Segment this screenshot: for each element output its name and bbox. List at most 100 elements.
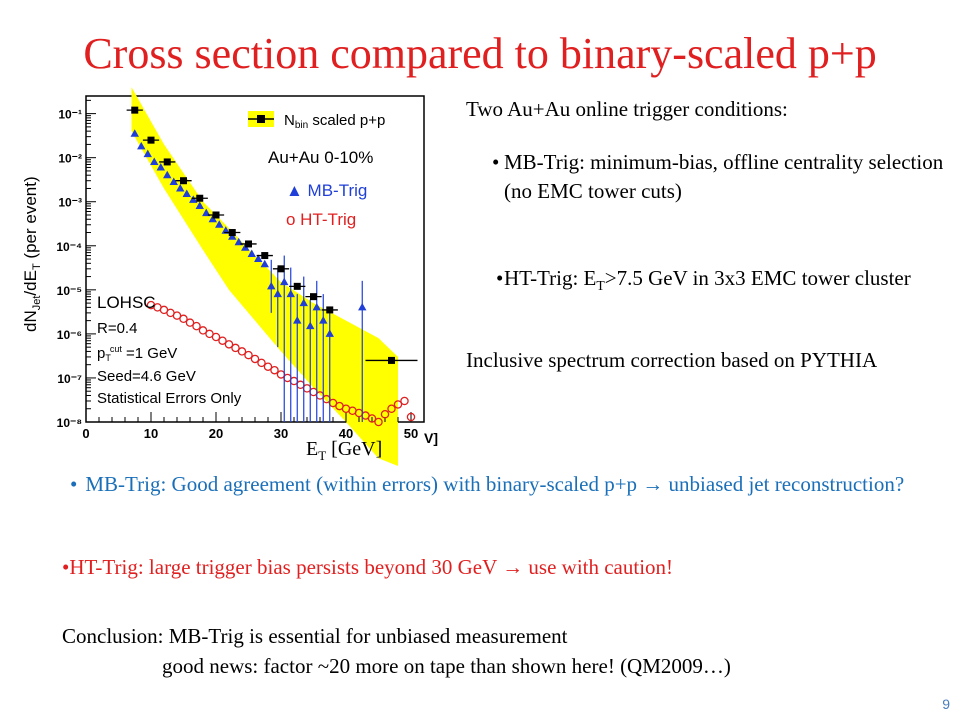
mb-trig-point: [299, 298, 308, 307]
mb-trig-point: [156, 162, 165, 171]
ht-trig-point: [231, 343, 240, 353]
pp-point: [228, 229, 236, 237]
mb-trig-point: [312, 302, 321, 311]
pp-point: [196, 194, 204, 202]
mb-trig-point: [195, 201, 204, 209]
mb-trig-point: [267, 281, 276, 290]
pp-uncertainty-band: [131, 87, 398, 467]
bullet-ht-sub: T: [596, 278, 605, 294]
bullet-ht-part-b: >7.5 GeV in 3x3 EMC tower cluster: [604, 266, 911, 290]
legend-pp-label: Nbin scaled p+p: [284, 112, 385, 131]
ylabel-part-a: dN: [21, 310, 40, 332]
mb-trig-point: [208, 214, 217, 223]
mb-trig-point: [163, 170, 172, 179]
ht-trig-point: [224, 340, 234, 349]
x-tick-label: 40: [339, 426, 353, 441]
pp-point: [277, 265, 285, 273]
y-tick-label: 10⁻⁷: [57, 372, 82, 386]
ht-trig-point: [367, 414, 377, 423]
x-tick-label: 0: [82, 426, 89, 441]
conclusion-line-2: good news: factor ~20 more on tape than …: [162, 654, 731, 678]
ht-trig-point: [400, 396, 409, 406]
mb-trig-point: [215, 220, 224, 228]
xlabel-main: E: [306, 438, 319, 460]
mb-trig-point: [280, 277, 289, 286]
chart-annotations: LOHSC R=0.4 pTcut =1 GeV Seed=4.6 GeV St…: [97, 293, 242, 407]
mb-trig-point: [137, 141, 146, 150]
pp-point: [245, 240, 252, 248]
y-tick-label: 10⁻⁶: [57, 328, 82, 342]
mb-trig-point: [150, 157, 159, 165]
annotation-seed: Seed=4.6 GeV: [97, 368, 196, 385]
legend-ht-label: o HT-Trig: [286, 210, 356, 229]
pp-point: [293, 282, 301, 290]
ht-trig-point: [218, 336, 227, 345]
ylabel-part-c: (per event): [21, 176, 40, 263]
xlabel-units: [GeV]: [326, 438, 383, 460]
y-tick-label: 10⁻¹: [58, 108, 82, 122]
mb-conclusion-line: • MB-Trig: Good agreement (within errors)…: [62, 470, 942, 499]
mb-trig-point: [130, 129, 139, 137]
mb-trig-point: [143, 149, 152, 158]
svg-text:dNJet/dET (per event): dNJet/dET (per event): [21, 176, 43, 332]
mb-trig-point: [306, 321, 315, 330]
mb-trig-point: [176, 183, 185, 192]
ht-trig-point: [406, 412, 416, 422]
mb-trig-point: [293, 316, 302, 324]
ht-trig-point: [237, 347, 247, 356]
x-axis-label: ET [GeV]: [306, 438, 382, 464]
ht-trig-point: [374, 417, 383, 427]
y-tick-label: 10⁻⁴: [56, 240, 82, 254]
x-tick-label: 20: [209, 426, 223, 441]
mb-trig-point: [169, 177, 178, 186]
right-text-panel: Two Au+Au online trigger conditions:: [466, 96, 946, 122]
annotation-errors: Statistical Errors Only: [97, 390, 242, 407]
annotation-ptcut: pTcut =1 GeV: [97, 344, 177, 363]
mb-trig-point: [228, 232, 237, 240]
pp-point: [310, 293, 317, 301]
inclusive-note: Inclusive spectrum correction based on P…: [466, 348, 878, 372]
ht-trig-point: [211, 332, 221, 342]
mb-trig-point: [325, 329, 334, 337]
mb-trig-point: [358, 302, 367, 311]
slide-title: Cross section compared to binary-scaled …: [83, 29, 877, 78]
bullet-mb: • MB-Trig: minimum-bias, offline central…: [492, 148, 944, 206]
bullet-ht: • HT-Trig: ET>7.5 GeV in 3x3 EMC tower c…: [496, 264, 944, 300]
pp-point: [131, 106, 139, 114]
mb-trig-point: [254, 254, 263, 263]
x-tick-label: 10: [144, 426, 158, 441]
y-tick-label: 10⁻²: [58, 152, 82, 166]
pp-point: [212, 211, 220, 219]
chart-legend: Nbin scaled p+p Au+Au 0-10% ▲ MB-Trig o …: [248, 111, 385, 229]
mb-trig-point: [189, 195, 198, 203]
ht-trig-point: [244, 350, 253, 360]
ylabel-sub-t: T: [31, 263, 43, 270]
ht-conclusion-line: •HT-Trig: large trigger bias persists be…: [62, 553, 942, 582]
pp-point: [261, 252, 269, 260]
y-tick-label: 10⁻⁵: [57, 284, 82, 298]
pp-point: [163, 158, 171, 166]
mb-trig-point: [247, 249, 256, 258]
mb-trig-point: [260, 259, 269, 268]
ht-trig-point: [250, 354, 260, 364]
bullet-dot: •: [62, 555, 70, 579]
ht-trig-point: [192, 321, 201, 331]
xlabel-sub: T: [318, 448, 327, 463]
ht-trig-point: [205, 329, 214, 339]
ylabel-sub-jet: Jet: [31, 296, 43, 311]
ylabel-part-b: /dE: [21, 270, 40, 296]
mb-trig-point: [182, 189, 191, 197]
bullet-mb-text: MB-Trig: minimum-bias, offline centralit…: [504, 150, 944, 203]
ht-trig-point: [263, 362, 273, 371]
y-tick-label: 10⁻⁸: [57, 416, 82, 430]
ht-trig-point: [198, 326, 208, 335]
mb-conclusion-text: MB-Trig: Good agreement (within errors) …: [85, 472, 905, 496]
annotation-radius: R=0.4: [97, 320, 137, 337]
annotation-algo: LOHSC: [97, 293, 156, 312]
x-unit-cut: V]: [424, 430, 438, 446]
ptcut-part-b: =1 GeV: [122, 345, 177, 362]
bullet-dot: •: [492, 150, 500, 174]
pp-point: [326, 306, 334, 314]
ht-trig-point: [270, 365, 279, 375]
ht-conclusion-text: HT-Trig: large trigger bias persists bey…: [69, 555, 674, 579]
